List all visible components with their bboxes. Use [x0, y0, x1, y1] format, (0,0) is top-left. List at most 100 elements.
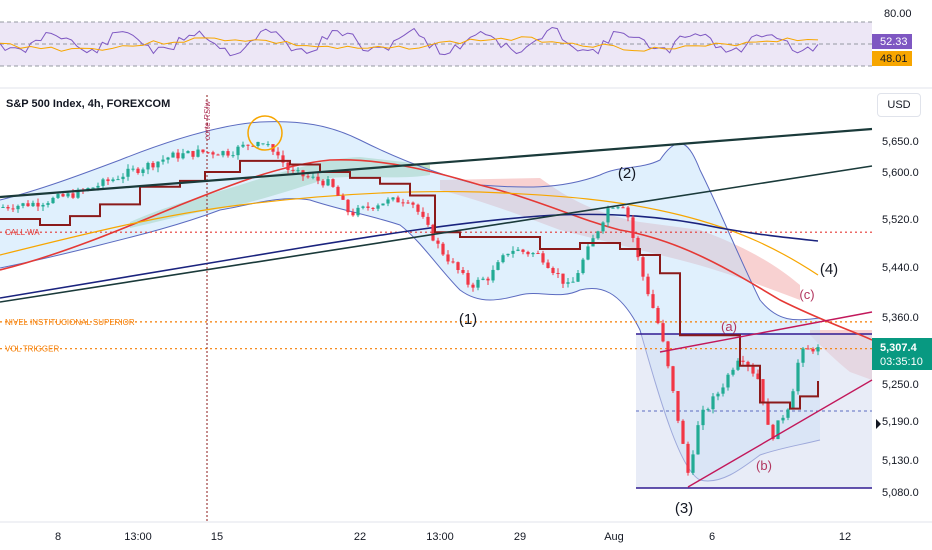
candle-body	[706, 409, 710, 411]
candle-body	[661, 323, 665, 342]
candle-body	[466, 272, 470, 285]
candle-body	[171, 152, 175, 158]
candle-body	[396, 197, 400, 203]
candle-body	[581, 259, 585, 274]
candle-body	[606, 208, 610, 223]
candle-body	[376, 205, 380, 209]
candle-body	[61, 194, 65, 197]
rsi-line	[0, 26, 819, 57]
candle-body	[811, 348, 815, 352]
candle-body	[11, 208, 15, 210]
candle-body	[291, 169, 295, 171]
candle-body	[806, 348, 810, 350]
candle-body	[6, 206, 10, 209]
wave-label: (b)	[756, 458, 772, 473]
candle-body	[621, 207, 625, 209]
range-box-fill	[636, 334, 872, 488]
candle-body	[521, 249, 525, 252]
candle-body	[331, 179, 335, 187]
chart-title: S&P 500 Index, 4h, FOREXCOM	[6, 98, 171, 110]
candle-body	[96, 185, 100, 188]
candle-body	[296, 170, 300, 172]
candle-body	[316, 176, 320, 181]
candle-body	[696, 425, 700, 455]
candle-body	[571, 281, 575, 283]
candle-body	[611, 207, 615, 209]
triangle-upper	[659, 311, 873, 353]
candle-body	[726, 374, 730, 388]
candle-body	[221, 151, 225, 156]
wave-label: (1)	[459, 311, 477, 328]
candle-body	[701, 409, 705, 426]
highlight-circle	[247, 115, 283, 151]
rsi-tick-80: 80.00	[884, 8, 912, 20]
candle-body	[141, 169, 145, 173]
candle-body	[261, 143, 265, 145]
candle-body	[541, 253, 545, 263]
candle-body	[646, 276, 650, 295]
price-tick: 5,360.0	[882, 312, 919, 324]
time-tick: 15	[211, 531, 223, 543]
candle-body	[441, 243, 445, 255]
candle-body	[476, 279, 480, 288]
candle-body	[491, 269, 495, 281]
time-axis: 8 13:00 15 22 13:00 29 Aug 6 12	[55, 531, 851, 543]
candle-body	[211, 152, 215, 155]
currency-button[interactable]: USD	[877, 93, 921, 117]
level-label: NIVEL INSTITUCIONAL SUPERIOR	[5, 318, 135, 327]
candle-body	[156, 161, 160, 168]
wave-label: (2)	[618, 165, 636, 182]
candle-body	[366, 206, 370, 208]
candle-body	[461, 270, 465, 273]
candle-body	[751, 366, 755, 374]
candle-body	[121, 176, 125, 180]
candle-body	[586, 246, 590, 260]
candle-body	[336, 186, 340, 196]
candle-body	[241, 144, 245, 147]
candle-body	[341, 195, 345, 200]
candle-body	[636, 237, 640, 258]
candle-body	[486, 278, 490, 281]
candle-body	[786, 409, 790, 418]
candle-body	[536, 253, 540, 255]
candle-body	[256, 141, 260, 147]
stair-line	[0, 159, 819, 410]
candle-body	[251, 145, 255, 147]
candle-body	[226, 151, 230, 156]
candle-body	[391, 197, 395, 200]
candle-body	[146, 162, 150, 170]
candle-body	[436, 240, 440, 244]
candle-body	[206, 152, 210, 154]
wave-label: (3)	[675, 500, 693, 517]
rsi-badge-value: 52.33	[880, 36, 908, 48]
candle-body	[346, 199, 350, 213]
candle-body	[286, 162, 290, 170]
candle-body	[791, 391, 795, 410]
candle-body	[596, 231, 600, 239]
price-tick: 5,250.0	[882, 379, 919, 391]
candle-body	[546, 262, 550, 269]
candle-body	[556, 272, 560, 274]
candle-body	[776, 420, 780, 440]
candle-body	[201, 149, 205, 153]
candle-body	[501, 255, 505, 263]
candle-body	[71, 193, 75, 198]
candles	[1, 141, 820, 476]
band-upper	[0, 121, 821, 321]
candle-body	[21, 203, 25, 206]
time-tick: 13:00	[426, 531, 454, 543]
candle-body	[676, 391, 680, 421]
candle-body	[766, 401, 770, 425]
candle-body	[731, 369, 735, 375]
candle-body	[111, 179, 115, 182]
candle-body	[231, 155, 235, 157]
candle-body	[756, 373, 760, 380]
time-tick: 8	[55, 531, 61, 543]
candle-body	[56, 194, 60, 198]
ma-red	[0, 158, 873, 341]
candle-body	[411, 202, 415, 205]
price-tick: 5,650.0	[882, 136, 919, 148]
wave-labels: (1) (2) (3) (4) (a) (b) (c)	[459, 165, 838, 517]
candle-body	[351, 212, 355, 216]
